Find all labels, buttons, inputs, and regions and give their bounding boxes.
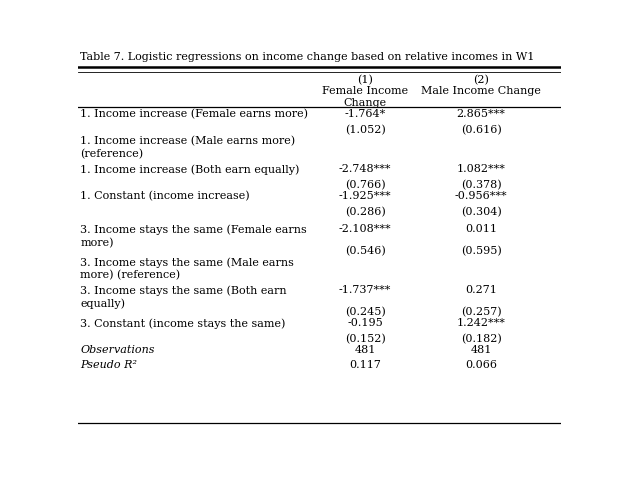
Text: (0.304): (0.304) <box>460 207 502 217</box>
Text: (1.052): (1.052) <box>345 125 386 135</box>
Text: 1. Constant (income increase): 1. Constant (income increase) <box>80 191 250 201</box>
Text: 1.082***: 1.082*** <box>457 164 505 174</box>
Text: 1. Income increase (Female earns more): 1. Income increase (Female earns more) <box>80 109 308 120</box>
Text: (0.152): (0.152) <box>345 334 386 344</box>
Text: (0.595): (0.595) <box>460 246 502 256</box>
Text: (0.546): (0.546) <box>345 246 386 256</box>
Text: 1.242***: 1.242*** <box>457 318 505 328</box>
Text: Female Income: Female Income <box>322 86 408 96</box>
Text: (0.616): (0.616) <box>460 125 502 135</box>
Text: -2.748***: -2.748*** <box>339 164 391 174</box>
Text: 3. Income stays the same (Male earns
more) (reference): 3. Income stays the same (Male earns mor… <box>80 257 294 281</box>
Text: 0.271: 0.271 <box>465 285 497 295</box>
Text: Table 7. Logistic regressions on income change based on relative incomes in W1: Table 7. Logistic regressions on income … <box>80 52 535 62</box>
Text: 0.011: 0.011 <box>465 225 497 234</box>
Text: 3. Income stays the same (Female earns
more): 3. Income stays the same (Female earns m… <box>80 225 307 248</box>
Text: 3. Constant (income stays the same): 3. Constant (income stays the same) <box>80 318 286 329</box>
Text: -1.737***: -1.737*** <box>339 285 391 295</box>
Text: 1. Income increase (Both earn equally): 1. Income increase (Both earn equally) <box>80 164 300 175</box>
Text: -1.764*: -1.764* <box>345 109 386 120</box>
Text: -1.925***: -1.925*** <box>339 191 391 201</box>
Text: (0.286): (0.286) <box>345 207 386 217</box>
Text: (0.182): (0.182) <box>460 334 502 344</box>
Text: 1. Income increase (Male earns more)
(reference): 1. Income increase (Male earns more) (re… <box>80 136 295 159</box>
Text: Change: Change <box>344 98 387 108</box>
Text: 481: 481 <box>470 345 492 355</box>
Text: Observations: Observations <box>80 345 155 355</box>
Text: (2): (2) <box>473 75 489 85</box>
Text: Pseudo R²: Pseudo R² <box>80 361 137 370</box>
Text: 3. Income stays the same (Both earn
equally): 3. Income stays the same (Both earn equa… <box>80 285 287 309</box>
Text: (0.257): (0.257) <box>461 307 502 317</box>
Text: (0.245): (0.245) <box>345 307 386 317</box>
Text: (1): (1) <box>357 75 373 85</box>
Text: -2.108***: -2.108*** <box>339 225 391 234</box>
Text: Male Income Change: Male Income Change <box>421 86 541 96</box>
Text: -0.195: -0.195 <box>347 318 383 328</box>
Text: (0.378): (0.378) <box>461 180 502 190</box>
Text: 0.066: 0.066 <box>465 361 497 370</box>
Text: 481: 481 <box>354 345 376 355</box>
Text: (0.766): (0.766) <box>345 180 386 190</box>
Text: 0.117: 0.117 <box>350 361 381 370</box>
Text: -0.956***: -0.956*** <box>455 191 507 201</box>
Text: 2.865***: 2.865*** <box>457 109 505 120</box>
